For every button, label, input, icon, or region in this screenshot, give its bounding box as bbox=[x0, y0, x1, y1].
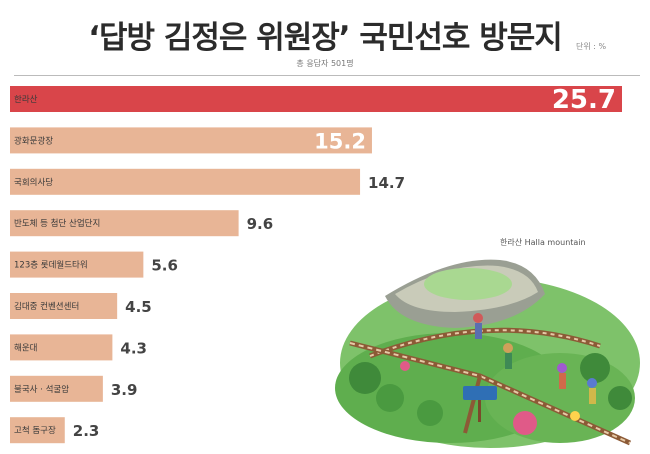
value-label-8: 2.3 bbox=[73, 422, 100, 440]
category-label-4: 123층 롯데월드타워 bbox=[14, 260, 88, 271]
chart-title: ‘답방 김정은 위원장’ 국민선호 방문지 bbox=[88, 20, 563, 56]
value-label-4: 5.6 bbox=[151, 257, 178, 275]
bar-6 bbox=[10, 334, 113, 361]
value-label-5: 4.5 bbox=[125, 298, 152, 316]
bar-5 bbox=[10, 293, 118, 319]
illustration-caption: 한라산 Halla mountain bbox=[500, 238, 586, 247]
value-label-0: 25.7 bbox=[552, 85, 616, 115]
category-label-2: 국회의사당 bbox=[14, 177, 53, 188]
category-label-7: 불국사 · 석굴암 bbox=[14, 384, 69, 395]
bar-1 bbox=[10, 127, 372, 154]
bar-7 bbox=[10, 375, 103, 402]
category-label-5: 김대중 컨벤션센터 bbox=[14, 301, 79, 312]
value-label-7: 3.9 bbox=[111, 381, 138, 399]
category-label-0: 한라산 bbox=[14, 94, 38, 105]
bars-layer: 한라산 25.7 광화문광장 15.2 국회의사당 14.7 반도체 등 첨단 산업단지 9.… bbox=[10, 85, 622, 444]
respondents-note: 총 응답자 501명 bbox=[296, 59, 354, 68]
halla-mountain-illustration bbox=[335, 259, 640, 448]
value-label-2: 14.7 bbox=[368, 174, 405, 192]
title-divider bbox=[14, 75, 640, 76]
category-label-6: 해운대 bbox=[14, 343, 37, 353]
bar-0 bbox=[10, 86, 622, 112]
value-label-6: 4.3 bbox=[120, 339, 147, 357]
category-label-3: 반도체 등 첨단 산업단지 bbox=[14, 218, 100, 229]
value-label-1: 15.2 bbox=[314, 129, 366, 153]
unit-label: 단위 : % bbox=[576, 42, 607, 51]
value-label-3: 9.6 bbox=[247, 215, 274, 233]
bar-2 bbox=[10, 168, 361, 195]
category-label-8: 고척 돔구장 bbox=[14, 425, 56, 436]
bar-3 bbox=[10, 210, 239, 237]
bar-8 bbox=[10, 417, 65, 444]
bar-4 bbox=[10, 251, 144, 278]
category-label-1: 광화문광장 bbox=[14, 135, 53, 146]
